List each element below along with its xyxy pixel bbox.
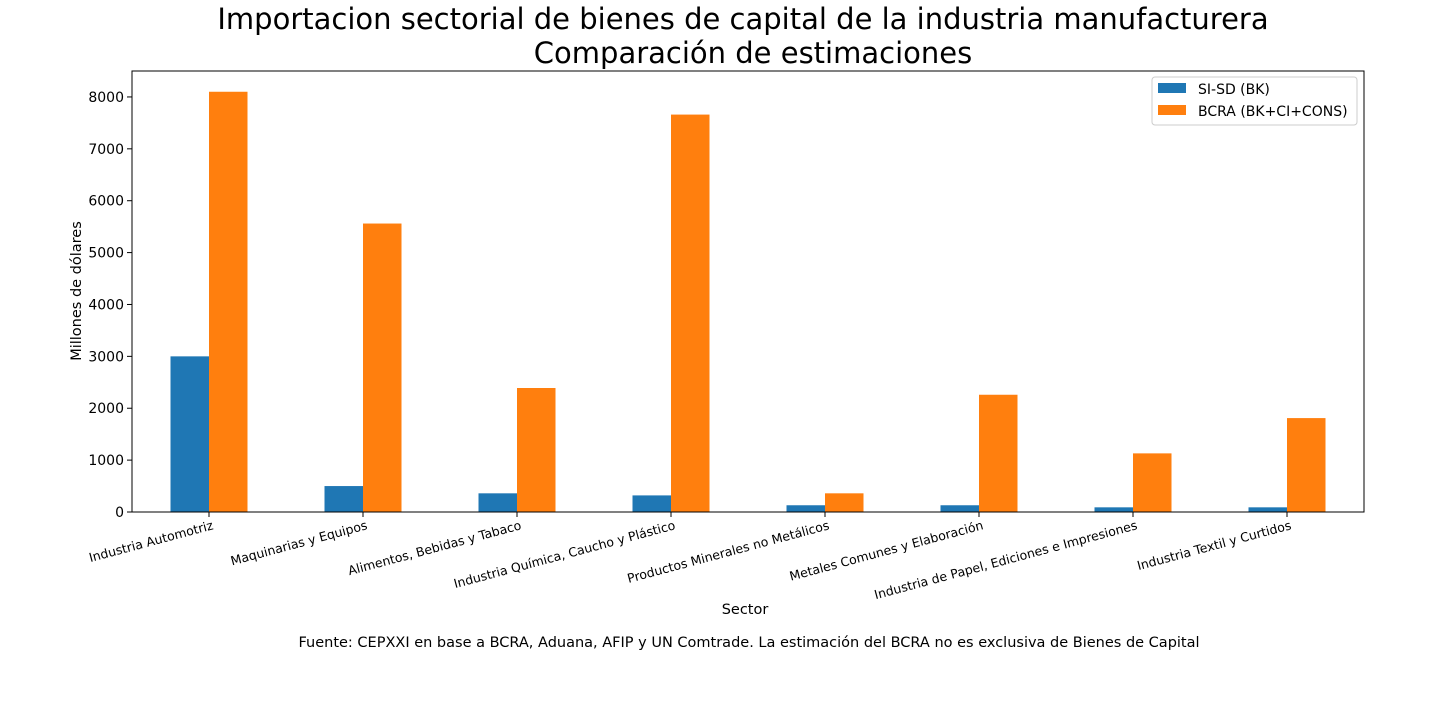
bar-si-sd-bk-industria-de-papel-ediciones-e-impresiones xyxy=(1094,507,1133,512)
y-tick-label: 4000 xyxy=(88,297,124,313)
legend-box xyxy=(1151,76,1358,126)
x-axis-ticks: Industria Automotriz Maquinarias y Equipo… xyxy=(87,512,1293,602)
source-note: Fuente: CEPXXI en base a BCRA, Aduana, A… xyxy=(298,635,1199,651)
x-axis-label: Sector xyxy=(722,602,769,618)
bars-group xyxy=(170,91,1326,513)
chart-subtitle: Comparación de estimaciones xyxy=(534,36,972,70)
bar-bcra-bk-ci-cons-maquinarias-y-equipos xyxy=(363,223,402,512)
x-tick-label-industria-textil-y-curtidos: Industria Textil y Curtidos xyxy=(1135,517,1292,573)
bar-bcra-bk-ci-cons-industria-textil-y-curtidos xyxy=(1287,418,1326,512)
bar-bcra-bk-ci-cons-metales-comunes-y-elaboracion xyxy=(979,394,1018,512)
y-tick-label: 5000 xyxy=(88,246,124,262)
legend: SI-SD (BK) BCRA (BK+CI+CONS) xyxy=(1151,76,1358,126)
bar-bcra-bk-ci-cons-alimentos-bebidas-y-tabaco xyxy=(517,388,556,512)
x-tick-label-maquinarias-y-equipos: Maquinarias y Equipos xyxy=(229,517,369,568)
bar-si-sd-bk-alimentos-bebidas-y-tabaco xyxy=(478,493,517,512)
legend-swatch-si-sd xyxy=(1158,83,1186,93)
bar-bcra-bk-ci-cons-productos-minerales-no-metalicos xyxy=(825,493,864,512)
bar-si-sd-bk-industria-quimica-caucho-y-plastico xyxy=(632,495,671,512)
chart-title-line-1: Importacion sectorial de bienes de capit… xyxy=(217,2,1268,36)
bar-si-sd-bk-productos-minerales-no-metalicos xyxy=(786,505,825,512)
x-tick-label-industria-de-papel-ediciones-e-impresiones: Industria de Papel, Ediciones e Impresio… xyxy=(873,517,1139,602)
bar-bcra-bk-ci-cons-industria-quimica-caucho-y-plastico xyxy=(671,114,710,512)
bar-bcra-bk-ci-cons-industria-de-papel-ediciones-e-impresiones xyxy=(1133,453,1172,512)
bar-bcra-bk-ci-cons-industria-automotriz xyxy=(209,91,248,513)
y-tick-label: 6000 xyxy=(88,194,124,210)
y-tick-label: 7000 xyxy=(88,142,124,158)
y-tick-label: 2000 xyxy=(88,401,124,417)
plot-frame xyxy=(131,70,1365,513)
y-axis-label: Millones de dólares xyxy=(69,221,85,361)
chart-title: Importacion sectorial de bienes de capit… xyxy=(217,2,1268,70)
legend-label-si-sd: SI-SD (BK) xyxy=(1198,82,1270,98)
bar-si-sd-bk-metales-comunes-y-elaboracion xyxy=(940,505,979,512)
bar-si-sd-bk-industria-textil-y-curtidos xyxy=(1248,507,1287,512)
y-tick-label: 1000 xyxy=(88,453,124,469)
x-tick-label-industria-automotriz: Industria Automotriz xyxy=(87,517,215,565)
bar-si-sd-bk-industria-automotriz xyxy=(170,356,209,512)
legend-swatch-bcra xyxy=(1158,105,1186,115)
y-tick-label: 0 xyxy=(115,505,124,521)
bar-si-sd-bk-maquinarias-y-equipos xyxy=(324,486,363,512)
legend-label-bcra: BCRA (BK+CI+CONS) xyxy=(1198,104,1348,120)
y-tick-label: 3000 xyxy=(88,349,124,365)
y-tick-label: 8000 xyxy=(88,90,124,106)
y-axis-ticks: 0 1000 2000 3000 4000 5000 6000 7000 8000 xyxy=(88,90,132,521)
